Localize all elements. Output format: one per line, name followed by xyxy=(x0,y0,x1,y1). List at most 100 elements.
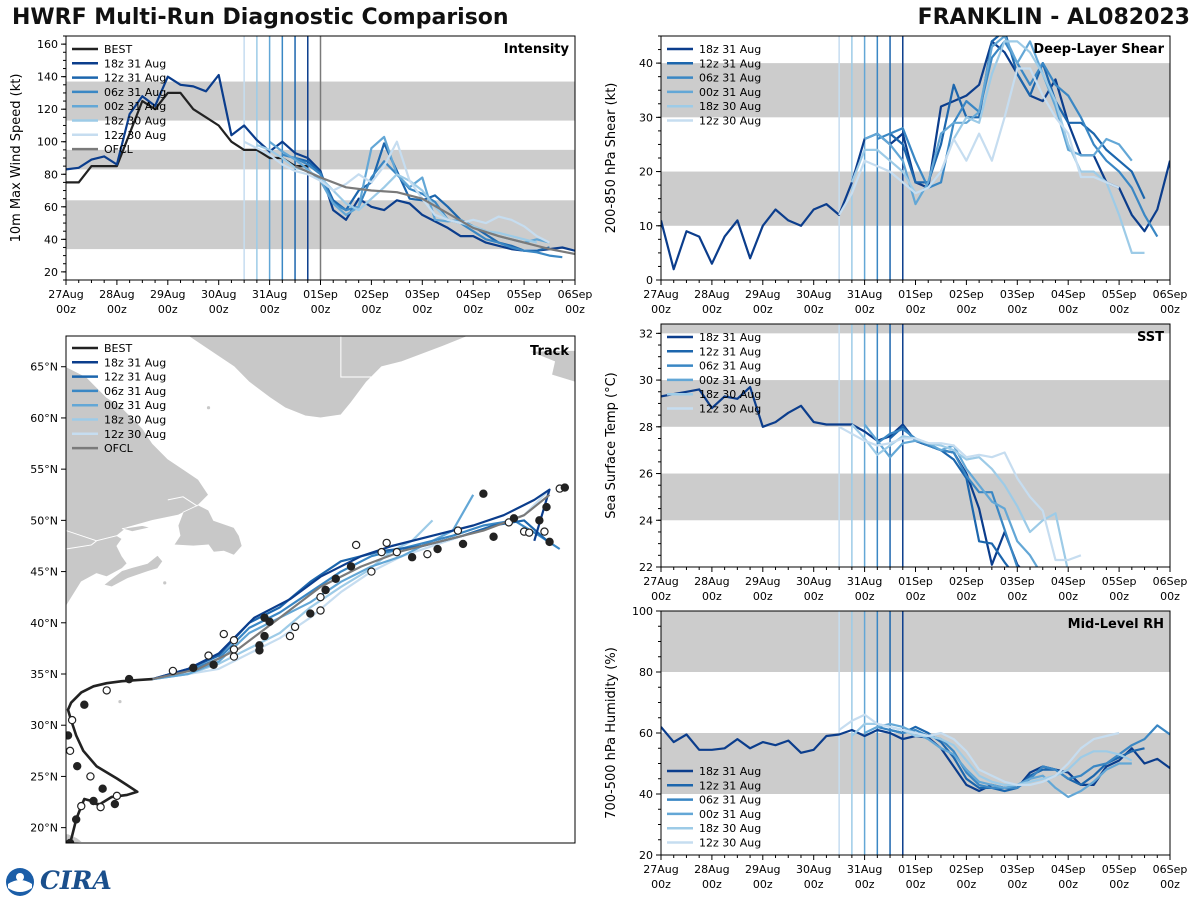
legend-label-12z-30-aug: 12z 30 Aug xyxy=(699,837,761,850)
series-line-12z-30-aug xyxy=(243,140,551,244)
x-tick-sublabel: 00z xyxy=(957,878,977,891)
x-tick-label: 27Aug xyxy=(643,575,678,588)
series-line-00z-31-aug xyxy=(864,722,1132,799)
land-mass xyxy=(66,336,210,542)
y-tick-label: 160 xyxy=(37,38,58,51)
plot-area xyxy=(661,324,1170,567)
y-tick-label: 60 xyxy=(44,201,58,214)
border-line xyxy=(340,336,474,378)
track-point-marker xyxy=(209,660,218,669)
x-tick-sublabel: 00z xyxy=(1058,878,1078,891)
track-point-marker xyxy=(168,666,178,676)
legend-label-best: BEST xyxy=(104,342,132,355)
x-tick-sublabel: 00z xyxy=(1109,590,1129,603)
legend-label-00z-31-aug: 00z 31 Aug xyxy=(699,86,761,99)
threshold-band xyxy=(661,63,1170,118)
y-tick-label: 22 xyxy=(639,561,653,574)
legend-label-18z-30-aug: 18z 30 Aug xyxy=(104,414,166,427)
legend-label-06z-31-aug: 06z 31 Aug xyxy=(104,86,166,99)
series-line-12z-30-aug xyxy=(838,425,1082,562)
y-tick-label: 10 xyxy=(639,220,653,233)
legend-label-12z-31-aug: 12z 31 Aug xyxy=(699,779,761,792)
x-tick-sublabel: 00z xyxy=(260,303,280,316)
legend-label-best: BEST xyxy=(104,43,132,56)
x-tick-sublabel: 00z xyxy=(362,303,382,316)
x-tick-sublabel: 00z xyxy=(702,303,722,316)
track-point-marker xyxy=(351,540,361,550)
x-tick-label: 06Sep xyxy=(1153,288,1188,301)
lat-tick-label: 25°N xyxy=(30,770,58,783)
track-point-marker xyxy=(229,652,239,661)
x-tick-sublabel: 00z xyxy=(804,590,824,603)
border-line xyxy=(167,496,198,507)
track-point-marker xyxy=(102,686,111,695)
series-line-06z-31-aug xyxy=(876,428,1019,567)
x-tick-label: 31Aug xyxy=(252,288,287,301)
x-tick-sublabel: 00z xyxy=(957,303,977,316)
x-tick-sublabel: 00z xyxy=(412,303,432,316)
track-point-marker xyxy=(290,622,300,632)
track-point-marker xyxy=(509,514,519,523)
legend-label-12z-30-aug: 12z 30 Aug xyxy=(104,428,166,441)
legend-label-ofcl: OFCL xyxy=(104,143,134,156)
x-tick-label: 30Aug xyxy=(796,863,831,876)
lat-tick-label: 30°N xyxy=(30,719,58,732)
x-tick-label: 31Aug xyxy=(847,288,882,301)
legend-label-18z-31-aug: 18z 31 Aug xyxy=(699,765,761,778)
legend-label-18z-31-aug: 18z 31 Aug xyxy=(699,43,761,56)
y-tick-label: 20 xyxy=(639,849,653,862)
lat-tick-label: 60°N xyxy=(30,412,58,425)
track-point-marker xyxy=(86,772,95,781)
lat-tick-label: 45°N xyxy=(30,566,58,579)
x-tick-label: 31Aug xyxy=(847,863,882,876)
x-tick-sublabel: 00z xyxy=(1109,303,1129,316)
track-point-marker xyxy=(489,532,498,541)
track-point-marker xyxy=(66,838,75,843)
x-tick-label: 29Aug xyxy=(745,288,780,301)
legend-label-18z-30-aug: 18z 30 Aug xyxy=(104,115,166,128)
x-tick-label: 03Sep xyxy=(1000,288,1035,301)
track-point-marker xyxy=(124,674,134,684)
track-point-marker xyxy=(112,791,122,801)
x-tick-label: 28Aug xyxy=(99,288,134,301)
x-tick-sublabel: 00z xyxy=(753,590,773,603)
y-tick-label: 100 xyxy=(632,605,653,618)
track-point-marker xyxy=(96,802,105,812)
x-tick-sublabel: 00z xyxy=(702,590,722,603)
x-tick-sublabel: 00z xyxy=(804,878,824,891)
x-tick-label: 29Aug xyxy=(150,288,185,301)
lat-tick-label: 40°N xyxy=(30,617,58,630)
track-point-marker xyxy=(423,549,432,559)
panel-track: 20°N 25°N 30°N 35°N 40°N 45°N 50°N 55°N 60°N 65°N… xyxy=(30,335,576,844)
x-tick-label: 04Sep xyxy=(1051,863,1086,876)
figure-title: HWRF Multi-Run Diagnostic Comparison xyxy=(12,5,509,30)
x-tick-sublabel: 00z xyxy=(1058,303,1078,316)
track-line-12z-31-aug xyxy=(152,519,551,681)
track-line-ofcl xyxy=(152,493,551,681)
threshold-band xyxy=(661,380,1170,427)
y-axis-label: Sea Surface Temp (°C) xyxy=(604,372,619,519)
track-point-marker xyxy=(77,801,86,811)
y-tick-label: 28 xyxy=(639,421,653,434)
x-tick-label: 04Sep xyxy=(1051,575,1086,588)
x-tick-sublabel: 00z xyxy=(514,303,534,316)
series-line-18z-31-aug xyxy=(66,73,575,252)
legend-label-00z-31-aug: 00z 31 Aug xyxy=(104,399,166,412)
plot-area xyxy=(66,36,575,280)
legend-label-18z-30-aug: 18z 30 Aug xyxy=(699,822,761,835)
track-point-marker xyxy=(346,562,356,571)
x-tick-sublabel: 00z xyxy=(957,590,977,603)
track-point-marker xyxy=(453,526,463,535)
x-tick-label: 29Aug xyxy=(745,863,780,876)
legend-label-00z-31-aug: 00z 31 Aug xyxy=(104,100,166,113)
island xyxy=(118,700,122,704)
y-tick-label: 140 xyxy=(37,71,58,84)
track-line-18z-30-aug xyxy=(152,519,434,681)
track-point-marker xyxy=(306,609,315,618)
panel-rh: 20 40 60 80 100 27Aug 00z 28Aug 00z 29Aug 00z 30Aug… xyxy=(604,605,1187,891)
track-point-marker xyxy=(66,731,73,740)
track-point-marker xyxy=(316,592,325,602)
legend-label-18z-31-aug: 18z 31 Aug xyxy=(699,331,761,344)
track-point-marker xyxy=(560,483,570,492)
